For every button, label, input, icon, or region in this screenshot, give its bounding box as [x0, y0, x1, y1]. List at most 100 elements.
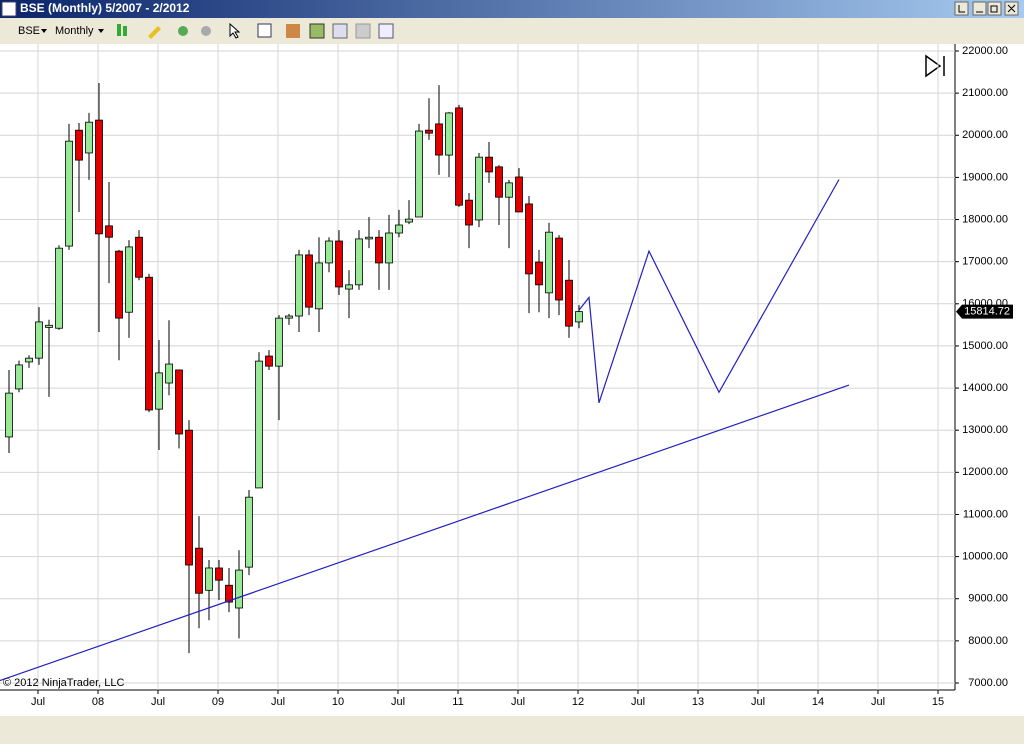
candle-body: [215, 567, 223, 581]
candle-body: [565, 279, 573, 327]
candle-body: [365, 236, 373, 240]
y-tick-label: 11000.00: [963, 508, 1008, 520]
btn-restore[interactable]: [987, 1, 1002, 16]
candle-body: [385, 232, 393, 264]
candle-body: [575, 311, 583, 323]
x-tick-label: 13: [692, 696, 704, 708]
icon-zoom-off[interactable]: [201, 26, 211, 36]
candle-body: [245, 496, 253, 568]
y-tick-label: 12000.00: [962, 466, 1008, 478]
drawing-line: [0, 384, 850, 682]
y-tick-label: 21000.00: [962, 87, 1008, 99]
candle-body: [415, 130, 423, 218]
candle-body: [335, 240, 343, 288]
candle-body: [85, 121, 93, 154]
y-tick-label: 7000.00: [968, 677, 1008, 689]
btn-link[interactable]: [954, 1, 969, 16]
candle-body: [115, 250, 123, 319]
candle-body: [255, 360, 263, 489]
candle-body: [405, 218, 413, 223]
x-tick-label: 09: [212, 696, 224, 708]
candle-body: [105, 225, 113, 238]
x-tick-label: 14: [812, 696, 824, 708]
candle-body: [435, 123, 443, 156]
candle-body: [15, 364, 23, 390]
x-tick-label: Jul: [391, 696, 405, 708]
toolbar: [0, 18, 1024, 44]
icon-strategy[interactable]: [309, 23, 325, 39]
symbol-selector[interactable]: BSE: [18, 25, 40, 37]
price-marker-label: 15814.72: [964, 306, 1010, 318]
candle-body: [485, 156, 493, 173]
candle-body: [555, 237, 563, 301]
candle-body: [355, 238, 363, 286]
y-tick-label: 18000.00: [962, 213, 1008, 225]
candle-body: [35, 321, 43, 359]
candle-body: [315, 262, 323, 310]
plot: [0, 44, 955, 690]
candle-body: [265, 355, 273, 367]
candle-body: [95, 119, 103, 235]
candle-body: [455, 107, 463, 206]
candle-body: [425, 129, 433, 134]
x-tick-label: Jul: [271, 696, 285, 708]
y-tick-label: 9000.00: [968, 593, 1008, 605]
candle-body: [275, 317, 283, 367]
x-tick-label: Jul: [31, 696, 45, 708]
icon-pencil[interactable]: [148, 26, 161, 39]
interval-selector[interactable]: Monthly: [55, 25, 94, 37]
x-tick-label: 10: [332, 696, 344, 708]
candle-body: [375, 236, 383, 264]
candle-body: [445, 112, 453, 156]
x-tick-label: Jul: [871, 696, 885, 708]
candle-body: [505, 182, 513, 198]
candle-body: [5, 392, 13, 438]
chart-panel: [0, 44, 1024, 716]
candle-body: [165, 363, 173, 384]
x-tick-label: Jul: [151, 696, 165, 708]
y-tick-label: 17000.00: [962, 256, 1008, 268]
x-tick-label: 15: [932, 696, 944, 708]
candle-body: [475, 156, 483, 221]
dropdown-arrow: [98, 29, 104, 33]
window-title: BSE (Monthly) 5/2007 - 2/2012: [20, 1, 190, 15]
candle-body: [65, 140, 73, 247]
candle-body: [325, 240, 333, 264]
app-icon: [1, 1, 17, 17]
candle-body: [225, 584, 233, 603]
candle-body: [205, 567, 213, 591]
candle-body: [145, 276, 153, 411]
icon-indicators[interactable]: [332, 23, 348, 39]
price-marker: [956, 304, 1013, 319]
candle-body: [295, 254, 303, 317]
candle-body: [185, 429, 193, 566]
icon-find[interactable]: [257, 23, 272, 38]
candle-body: [305, 254, 313, 308]
candle-body: [175, 369, 183, 435]
icon-bars[interactable]: [123, 26, 127, 36]
icon-zoom[interactable]: [178, 26, 188, 36]
icon-properties[interactable]: [378, 23, 394, 39]
x-tick-label: 08: [92, 696, 104, 708]
x-tick-label: Jul: [511, 696, 525, 708]
candle-body: [25, 357, 33, 363]
btn-minimize[interactable]: [972, 1, 987, 16]
btn-glyphs: [958, 4, 1016, 13]
drawing-polyline: [578, 179, 840, 404]
window-buttons[interactable]: [954, 1, 1019, 16]
watermark: © 2012 NinjaTrader, LLC: [3, 677, 124, 689]
candle-body: [235, 569, 243, 609]
y-tick-label: 8000.00: [968, 635, 1008, 647]
scroll-end-button[interactable]: [925, 54, 945, 78]
candle-body: [155, 372, 163, 410]
icon-bars[interactable]: [117, 24, 121, 36]
candle-body: [395, 224, 403, 234]
candle-body: [465, 199, 473, 226]
candle-body: [345, 284, 353, 290]
icon-orders[interactable]: [286, 24, 300, 38]
icon-cursor[interactable]: [229, 22, 241, 39]
toolbar-icons[interactable]: [117, 22, 394, 39]
icon-dollar[interactable]: [355, 23, 371, 39]
